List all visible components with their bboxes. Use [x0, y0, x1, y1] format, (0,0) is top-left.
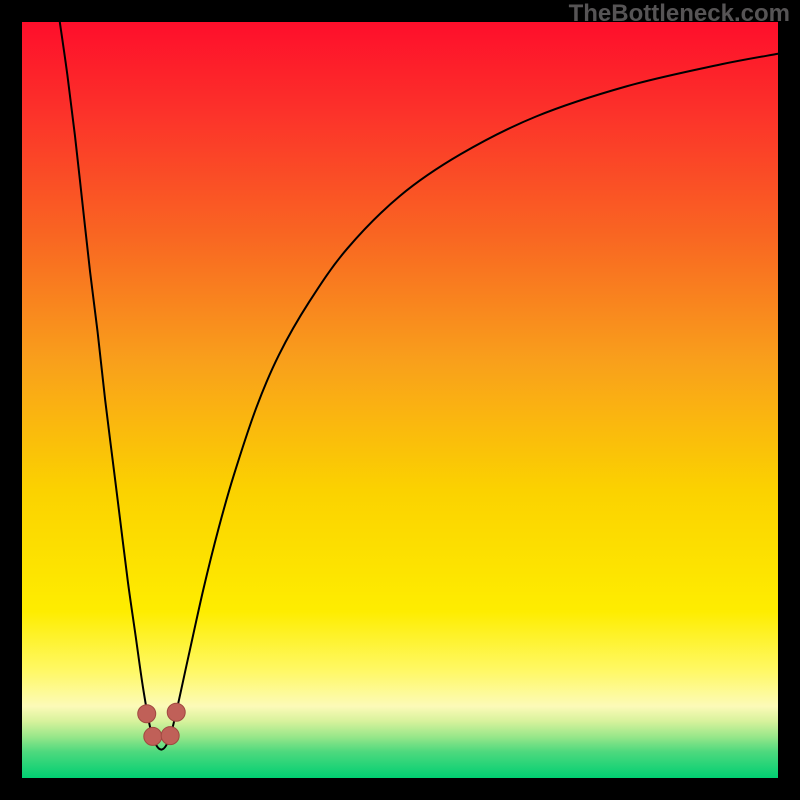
bottleneck-chart — [0, 0, 800, 800]
data-marker — [167, 703, 185, 721]
chart-frame: TheBottleneck.com — [0, 0, 800, 800]
data-marker — [138, 705, 156, 723]
chart-background-gradient — [22, 22, 778, 778]
data-marker — [144, 727, 162, 745]
data-marker — [161, 727, 179, 745]
